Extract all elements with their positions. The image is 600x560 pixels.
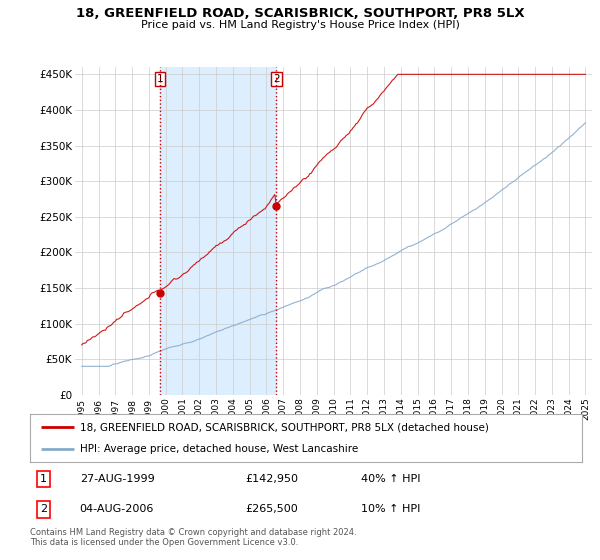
Text: 18, GREENFIELD ROAD, SCARISBRICK, SOUTHPORT, PR8 5LX (detached house): 18, GREENFIELD ROAD, SCARISBRICK, SOUTHP… [80,422,488,432]
Text: 1: 1 [157,74,163,85]
Text: HPI: Average price, detached house, West Lancashire: HPI: Average price, detached house, West… [80,444,358,454]
Text: 27-AUG-1999: 27-AUG-1999 [80,474,154,484]
Bar [160,67,276,395]
Text: 10% ↑ HPI: 10% ↑ HPI [361,505,421,515]
Text: 40% ↑ HPI: 40% ↑ HPI [361,474,421,484]
Text: Price paid vs. HM Land Registry's House Price Index (HPI): Price paid vs. HM Land Registry's House … [140,20,460,30]
Text: 18, GREENFIELD ROAD, SCARISBRICK, SOUTHPORT, PR8 5LX: 18, GREENFIELD ROAD, SCARISBRICK, SOUTHP… [76,7,524,20]
Text: £265,500: £265,500 [245,505,298,515]
Text: 2: 2 [40,505,47,515]
Text: £142,950: £142,950 [245,474,298,484]
Text: 2: 2 [273,74,280,85]
Text: 1: 1 [40,474,47,484]
Text: Contains HM Land Registry data © Crown copyright and database right 2024.
This d: Contains HM Land Registry data © Crown c… [30,528,356,547]
Text: 04-AUG-2006: 04-AUG-2006 [80,505,154,515]
